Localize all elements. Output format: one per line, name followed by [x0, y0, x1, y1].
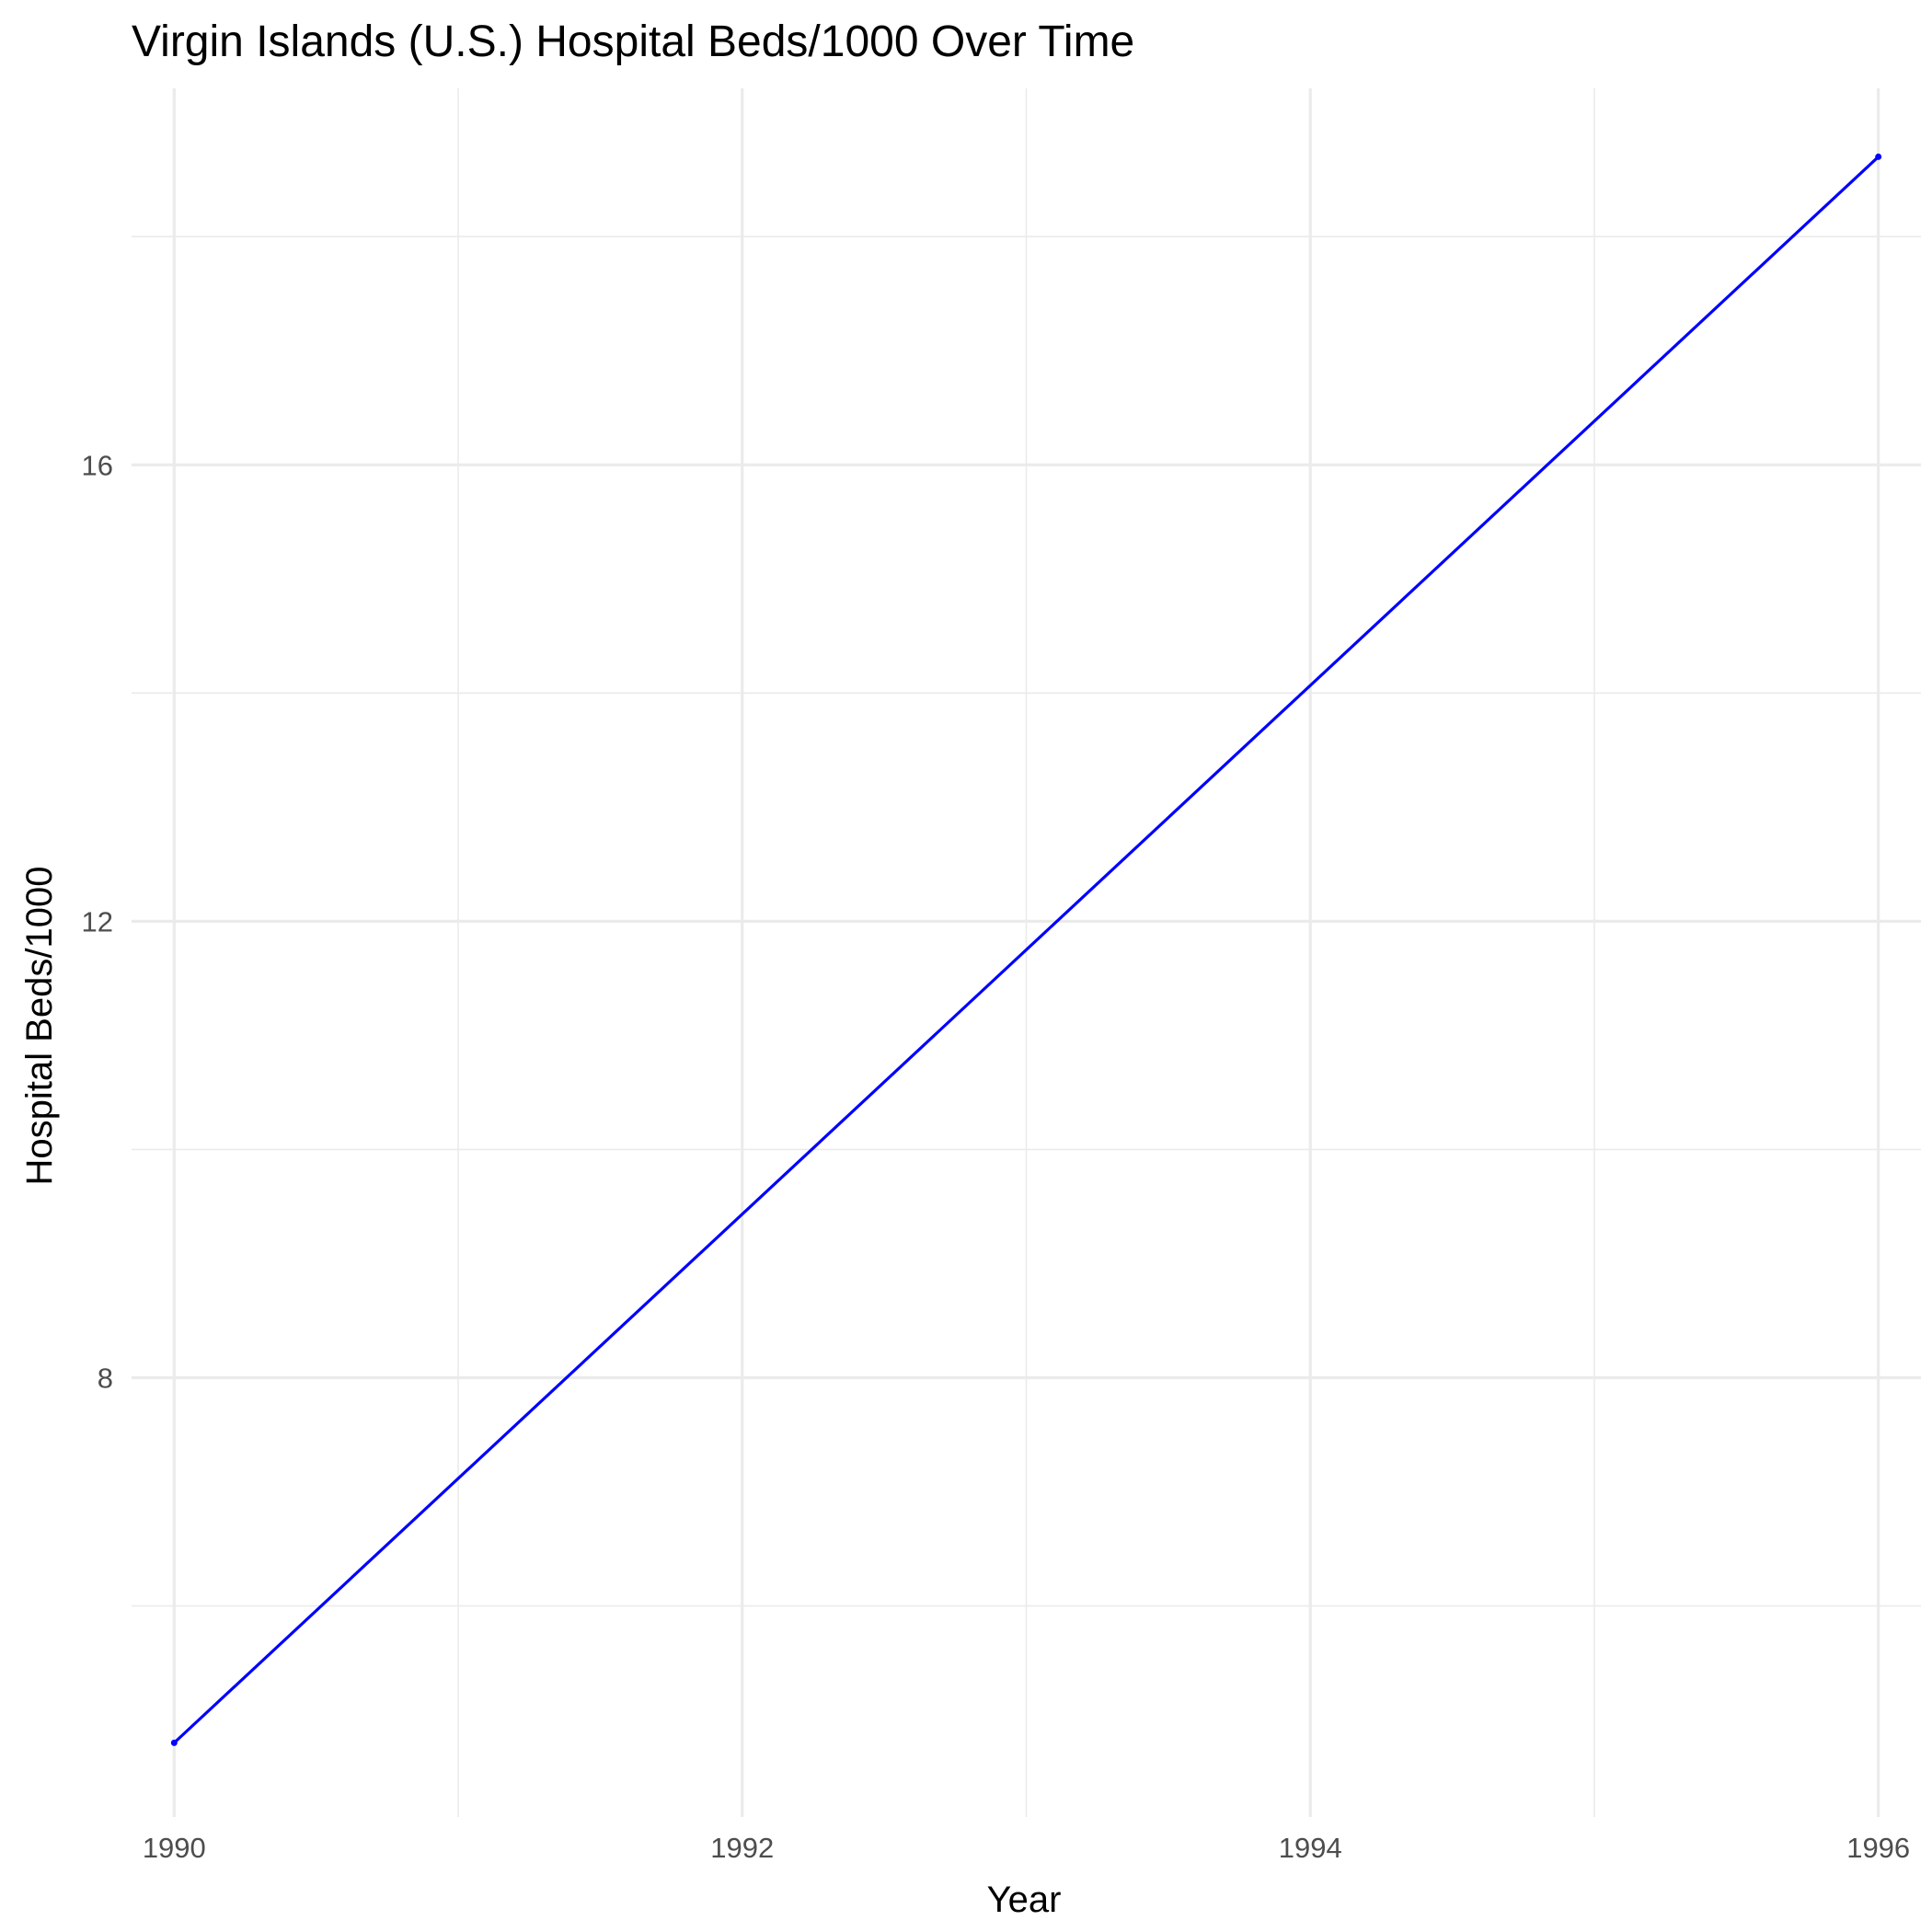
x-tick-label: 1990	[143, 1832, 206, 1864]
grid-layer	[132, 88, 1921, 1817]
data-point	[170, 1739, 178, 1746]
series-layer	[170, 153, 1882, 1746]
x-tick-labels: 1990 1992 1994 1996	[143, 1832, 1910, 1864]
chart-title: Virgin Islands (U.S.) Hospital Beds/1000…	[132, 17, 1134, 66]
data-point	[1875, 153, 1882, 160]
y-tick-label: 16	[82, 449, 113, 481]
x-tick-label: 1992	[710, 1832, 774, 1864]
y-tick-label: 8	[98, 1362, 113, 1394]
x-tick-label: 1996	[1846, 1832, 1910, 1864]
y-tick-label: 12	[82, 905, 113, 937]
x-axis-title: Year	[987, 1880, 1062, 1920]
series-line	[172, 155, 1880, 1744]
x-tick-label: 1994	[1279, 1832, 1342, 1864]
y-tick-labels: 8 12 16	[82, 449, 113, 1394]
y-axis-title: Hospital Beds/1000	[19, 867, 60, 1186]
